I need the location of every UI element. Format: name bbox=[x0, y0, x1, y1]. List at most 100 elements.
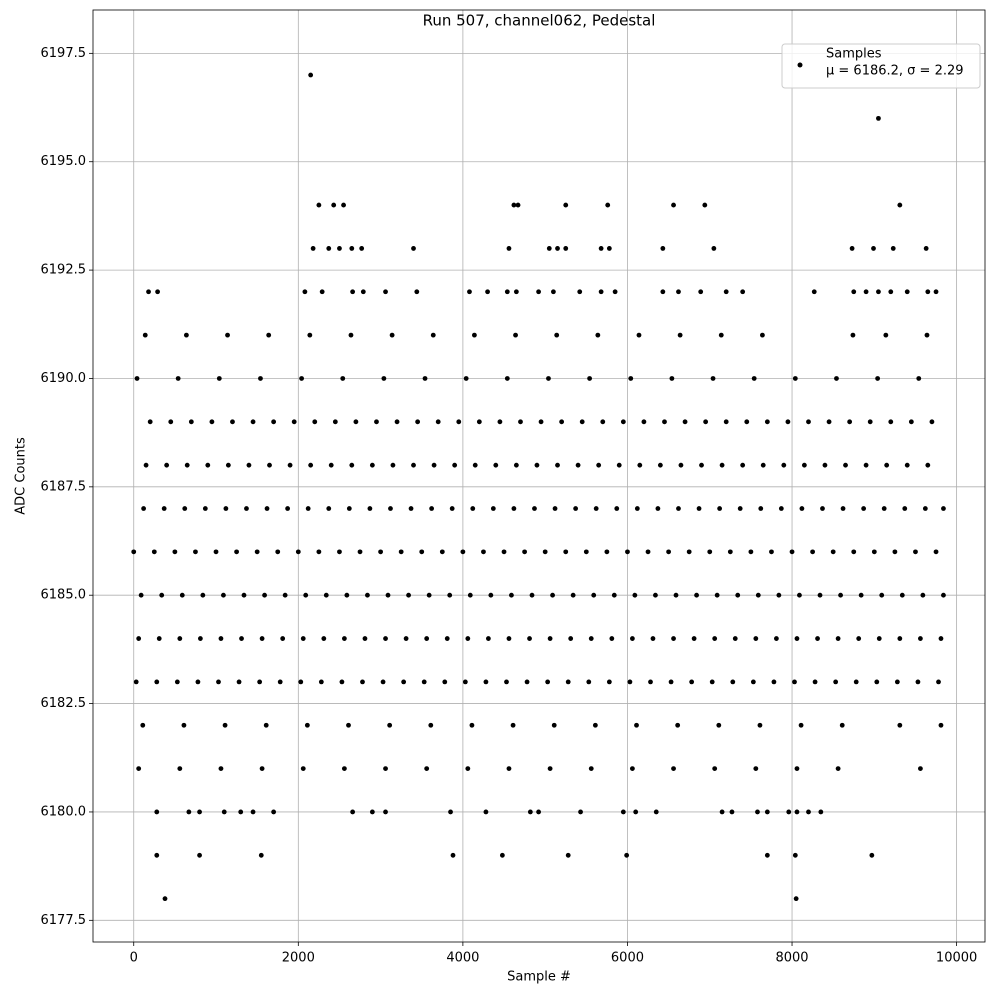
data-point bbox=[719, 809, 725, 815]
data-point bbox=[818, 809, 824, 815]
data-point bbox=[429, 506, 435, 511]
data-point bbox=[305, 506, 311, 511]
data-point bbox=[428, 722, 434, 728]
data-point bbox=[406, 592, 411, 598]
data-point bbox=[559, 419, 565, 425]
data-point bbox=[337, 246, 342, 251]
y-tick-label: 6182.5 bbox=[41, 696, 87, 711]
data-point bbox=[760, 332, 765, 338]
data-point bbox=[367, 506, 373, 511]
data-point bbox=[239, 636, 244, 641]
data-point bbox=[890, 246, 896, 251]
data-point bbox=[499, 852, 505, 858]
data-point bbox=[346, 506, 352, 511]
data-point bbox=[922, 506, 928, 511]
data-point bbox=[598, 246, 604, 251]
data-point bbox=[703, 419, 709, 425]
y-tick-label: 6185.0 bbox=[41, 588, 87, 603]
data-point bbox=[867, 419, 873, 425]
data-point bbox=[771, 679, 777, 685]
data-point bbox=[660, 246, 666, 251]
x-tick-label: 2000 bbox=[282, 951, 315, 966]
data-point bbox=[678, 462, 684, 468]
data-point bbox=[218, 636, 224, 641]
chart-title: Run 507, channel062, Pedestal bbox=[423, 12, 656, 30]
data-point bbox=[310, 246, 316, 251]
data-point bbox=[146, 289, 151, 295]
data-point bbox=[159, 592, 165, 598]
data-point bbox=[609, 636, 615, 641]
data-point bbox=[302, 289, 308, 295]
data-point bbox=[341, 636, 347, 641]
data-point bbox=[254, 549, 260, 555]
data-point bbox=[303, 592, 309, 598]
data-point bbox=[716, 722, 722, 728]
data-point bbox=[326, 246, 332, 251]
data-point bbox=[435, 419, 441, 425]
data-point bbox=[380, 679, 386, 685]
data-point bbox=[515, 202, 521, 208]
data-point bbox=[383, 636, 388, 641]
data-point bbox=[263, 722, 269, 728]
data-point bbox=[785, 419, 791, 425]
data-point bbox=[472, 462, 478, 468]
data-point bbox=[936, 679, 941, 685]
data-point bbox=[689, 679, 695, 685]
data-point bbox=[332, 419, 338, 425]
data-point bbox=[511, 506, 517, 511]
data-point bbox=[835, 636, 841, 641]
data-point bbox=[136, 636, 142, 641]
data-point bbox=[628, 376, 634, 381]
data-point bbox=[262, 592, 267, 598]
data-point bbox=[565, 852, 571, 858]
data-point bbox=[830, 549, 836, 555]
data-point bbox=[532, 506, 537, 511]
data-point bbox=[450, 852, 456, 858]
y-axis-label: ADC Counts bbox=[14, 437, 29, 515]
data-point bbox=[673, 592, 679, 598]
data-point bbox=[353, 419, 359, 425]
data-point bbox=[849, 246, 855, 251]
y-tick-label: 6180.0 bbox=[41, 804, 87, 819]
data-point bbox=[839, 722, 845, 728]
data-point bbox=[546, 376, 551, 381]
data-point bbox=[282, 592, 288, 598]
data-point bbox=[312, 419, 318, 425]
data-point bbox=[388, 506, 393, 511]
data-point bbox=[304, 722, 310, 728]
data-point bbox=[598, 289, 604, 295]
data-point bbox=[908, 419, 914, 425]
data-point bbox=[812, 679, 818, 685]
data-point bbox=[383, 809, 388, 815]
data-point bbox=[750, 679, 756, 685]
data-point bbox=[506, 766, 512, 772]
data-point bbox=[156, 636, 162, 641]
data-point bbox=[222, 722, 228, 728]
data-point bbox=[794, 809, 800, 815]
data-point bbox=[485, 289, 490, 295]
data-point bbox=[851, 549, 857, 555]
data-point bbox=[669, 376, 675, 381]
data-point bbox=[411, 462, 416, 468]
data-point bbox=[648, 679, 653, 685]
data-point bbox=[671, 636, 676, 641]
data-point bbox=[267, 462, 272, 468]
data-point bbox=[536, 289, 541, 295]
data-point bbox=[938, 636, 944, 641]
data-point bbox=[527, 636, 532, 641]
data-point bbox=[902, 506, 908, 511]
data-point bbox=[426, 592, 432, 598]
data-point bbox=[735, 592, 741, 598]
data-point bbox=[184, 462, 190, 468]
data-point bbox=[511, 202, 517, 208]
data-point bbox=[671, 202, 676, 208]
data-point bbox=[801, 462, 807, 468]
data-point bbox=[616, 462, 622, 468]
data-point bbox=[490, 506, 496, 511]
data-point bbox=[563, 202, 569, 208]
data-point bbox=[552, 506, 558, 511]
data-point bbox=[799, 506, 805, 511]
data-point bbox=[411, 246, 416, 251]
data-point bbox=[606, 679, 612, 685]
data-point bbox=[696, 506, 702, 511]
